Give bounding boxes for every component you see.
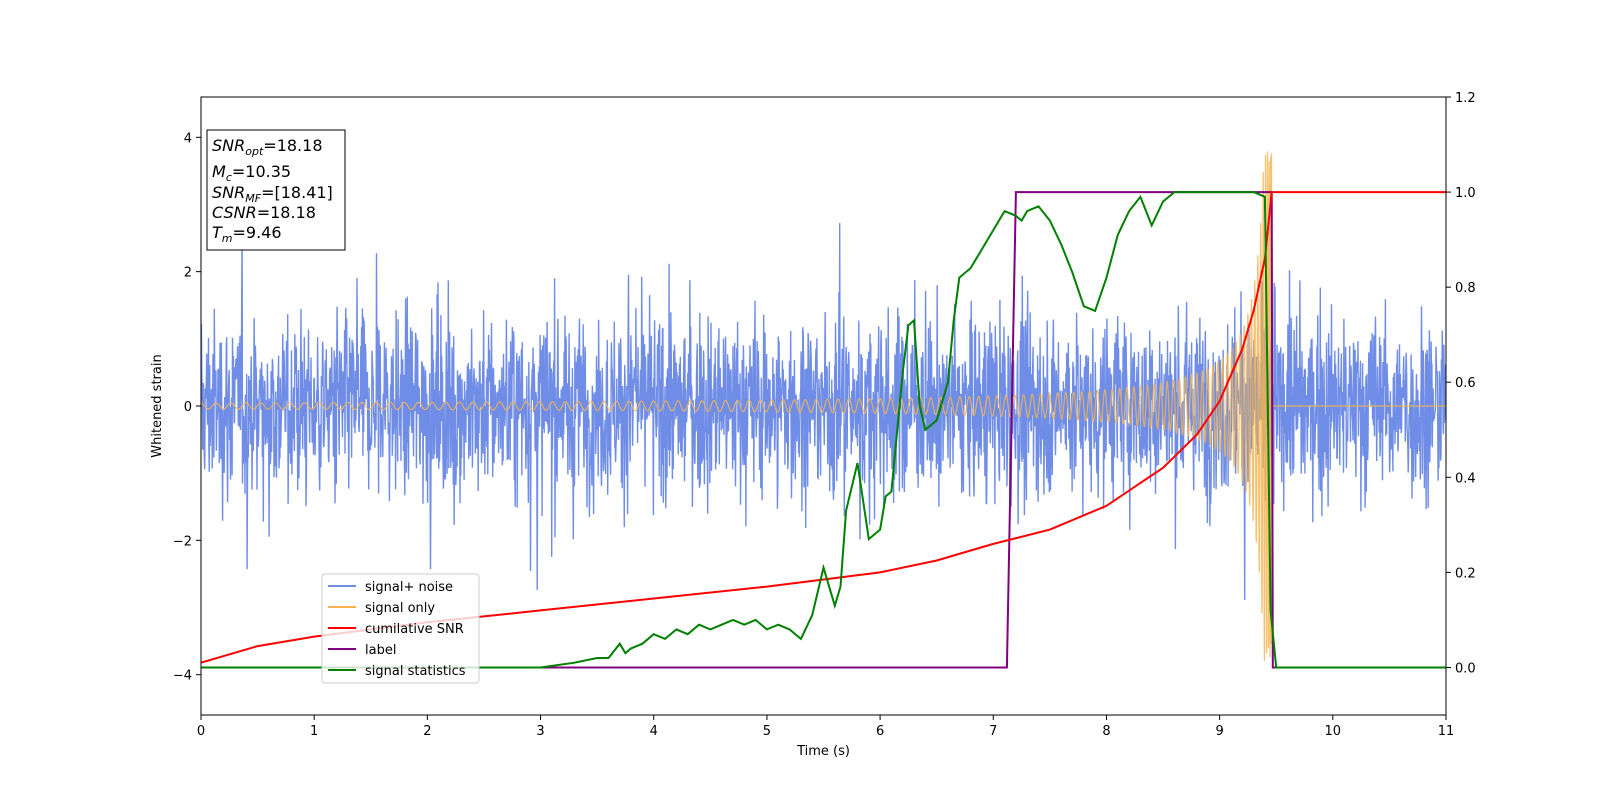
x-tick-label: 8 (1102, 724, 1110, 739)
y2-tick-label: 0.4 (1455, 471, 1476, 486)
y2-tick-label: 0.2 (1455, 566, 1476, 581)
series-signal-noise-line (201, 223, 1446, 600)
legend-label-signal-only: signal only (365, 601, 435, 616)
legend-label-cumulative-snr: cumilative SNR (365, 622, 464, 637)
x-tick-label: 9 (1215, 724, 1223, 739)
x-tick-label: 5 (763, 724, 771, 739)
y2-tick-label: 0.0 (1455, 661, 1476, 676)
y-tick-label: 2 (184, 266, 192, 281)
x-tick-label: 1 (310, 724, 318, 739)
y2-tick-label: 1.2 (1455, 91, 1476, 106)
annotation-snr-opt: SNRopt=18.18 (212, 136, 323, 158)
y-tick-label: 4 (184, 131, 192, 146)
x-tick-label: 3 (536, 724, 544, 739)
x-tick-label: 2 (423, 724, 431, 739)
x-axis-label: Time (s) (796, 744, 850, 759)
x-tick-label: 11 (1438, 724, 1455, 739)
x-tick-label: 4 (650, 724, 658, 739)
annotation-tm: Tm=9.46 (212, 223, 282, 245)
annotation-mc: Mc=10.35 (212, 162, 291, 184)
annotation-snr-mf: SNRMF=[18.41] (212, 183, 333, 205)
legend: signal+ noise signal only cumilative SNR… (321, 573, 480, 684)
y2-tick-label: 0.6 (1455, 376, 1476, 391)
legend-label-signal-statistics: signal statistics (365, 664, 466, 679)
legend-label-signal-noise: signal+ noise (365, 580, 453, 595)
annotation-box: SNRopt=18.18 Mc=10.35 SNRMF=[18.41] CSNR… (206, 129, 346, 251)
y-tick-label: −2 (173, 534, 192, 549)
x-tick-label: 6 (876, 724, 884, 739)
series-signal-statistics-line (201, 191, 1446, 669)
x-tick-label: 10 (1325, 724, 1342, 739)
axes: 0 1 2 3 4 5 6 7 8 9 10 11 −4 −2 0 2 4 0.0 0.2 0.4 0.6 0.8 1.0 1… (150, 91, 1476, 759)
y2-tick-label: 1.0 (1455, 186, 1476, 201)
x-tick-label: 0 (197, 724, 205, 739)
y2-tick-label: 0.8 (1455, 281, 1476, 296)
annotation-csnr: CSNR=18.18 (212, 203, 316, 222)
series-signal-only-line (201, 151, 1446, 661)
y-tick-label: −4 (173, 669, 192, 684)
legend-label-label: label (365, 643, 396, 658)
y-tick-label: 0 (184, 400, 192, 415)
y-axis-label: Whitened strain (150, 354, 165, 457)
x-tick-label: 7 (989, 724, 997, 739)
